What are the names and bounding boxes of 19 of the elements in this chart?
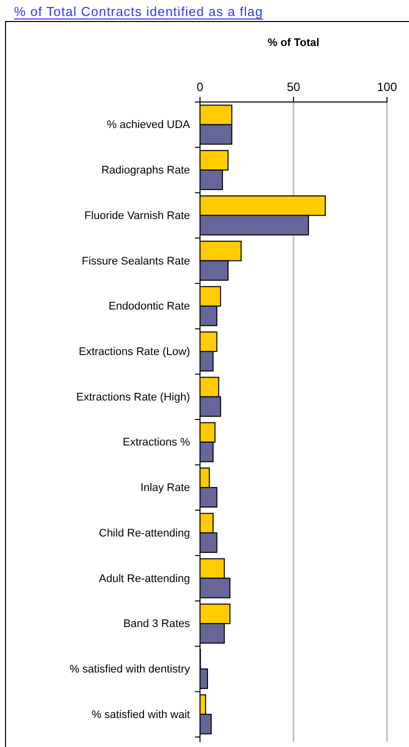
y-tick-label: Extractions Rate (Low) [78,346,190,358]
y-tick-label: Extractions % [122,436,190,449]
y-tick-label: Band 3 Rates [123,618,190,630]
y-tick-label: Child Re-attending [98,527,190,540]
y-tick-label: Fluoride Varnish Rate [84,210,190,222]
y-tick-label: Radiographs Rate [101,164,190,177]
y-tick-label: Adult Re-attending [98,572,190,585]
y-tick-label: Endodontic Rate [108,300,190,313]
y-tick-label: Inlay Rate [140,482,190,494]
y-tick-label: Fissure Sealants Rate [82,255,190,268]
y-tick-label: % achieved UDA [106,119,191,132]
chart-title: % of Total Contracts identified as a flag [14,4,264,19]
y-tick-label: Extractions Rate (High) [76,391,190,404]
x-tick-label: 100 [376,80,398,94]
y-tick-label: % satisfied with dentistry [70,663,190,676]
x-axis-title: % of Total [268,37,320,49]
x-tick-label: 0 [196,80,204,94]
y-tick-label: % satisfied with wait [92,708,190,721]
x-tick-label: 50 [286,80,300,94]
